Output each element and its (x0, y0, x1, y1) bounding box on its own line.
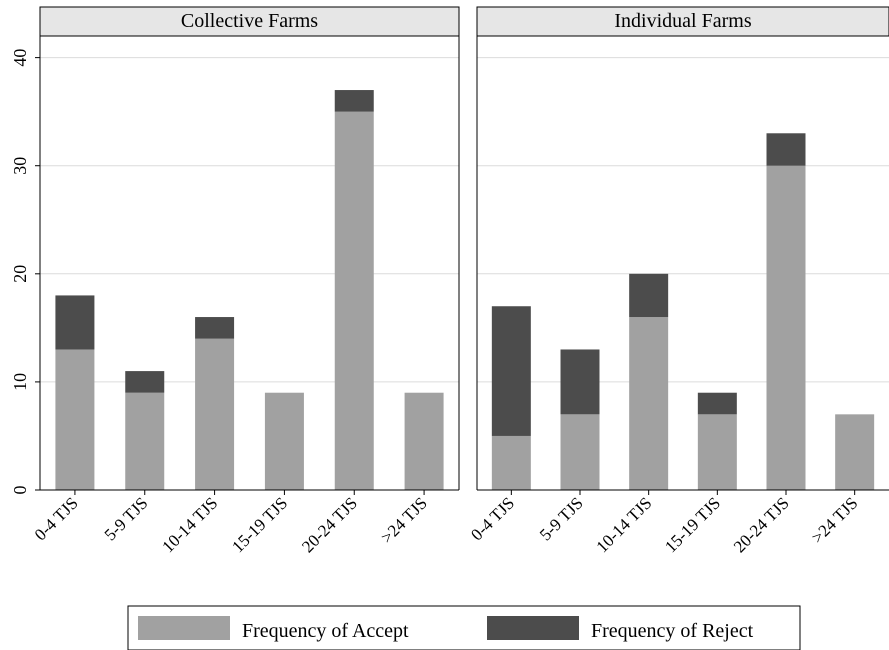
bar-reject (629, 273, 669, 318)
bar-accept (125, 392, 165, 490)
bar-accept (404, 392, 444, 490)
x-tick-label: 20-24 TJS (298, 493, 361, 556)
bar-accept (491, 435, 531, 490)
x-tick-label: 5-9 TJS (101, 493, 152, 544)
bar-accept (629, 317, 669, 490)
bar-reject (766, 133, 806, 166)
y-tick-label: 20 (10, 265, 30, 283)
bar-reject (697, 392, 737, 415)
legend-box (127, 605, 801, 650)
panel-title: Collective Farms (181, 10, 318, 32)
y-tick-label: 10 (10, 373, 30, 391)
x-tick-label: 15-19 TJS (228, 493, 291, 556)
x-tick-label: 15-19 TJS (661, 493, 724, 556)
panel-frames (35, 6, 889, 495)
y-tick-label: 40 (10, 49, 30, 67)
bar-accept (560, 414, 600, 490)
bar-reject (55, 295, 95, 350)
bar-reject (334, 90, 374, 112)
x-tick-label: 0-4 TJS (31, 493, 82, 544)
y-tick-label: 0 (10, 486, 30, 495)
x-tick-label: 0-4 TJS (467, 493, 518, 544)
x-tick-label: >24 TJS (377, 493, 431, 547)
panel-strip (39, 6, 460, 37)
x-tick-label: >24 TJS (808, 493, 862, 547)
bar-accept (766, 165, 806, 490)
legend-accept-swatch (138, 616, 230, 640)
bar-accept (55, 349, 95, 490)
legend: Frequency of Accept Frequency of Reject (127, 605, 801, 650)
bar-reject (195, 317, 235, 339)
bar-accept (264, 392, 304, 490)
bar-accept (334, 111, 374, 491)
legend-reject-label: Frequency of Reject (591, 620, 754, 642)
bar-accept (697, 414, 737, 490)
gridlines (40, 57, 889, 383)
legend-accept-label: Frequency of Accept (242, 620, 409, 642)
bar-reject (491, 306, 531, 436)
bar-reject (560, 349, 600, 415)
x-tick-label: 10-14 TJS (593, 493, 656, 556)
panel-title: Individual Farms (614, 10, 751, 32)
x-tick-label: 10-14 TJS (158, 493, 221, 556)
x-tick-label: 20-24 TJS (730, 493, 793, 556)
y-tick-label: 30 (10, 157, 30, 175)
bar-accept (835, 414, 875, 490)
bars (55, 90, 875, 491)
panel-strip (476, 6, 889, 37)
x-tick-label: 5-9 TJS (536, 493, 587, 544)
bar-accept (195, 338, 235, 490)
bar-reject (125, 371, 165, 393)
legend-reject-swatch (487, 616, 579, 640)
